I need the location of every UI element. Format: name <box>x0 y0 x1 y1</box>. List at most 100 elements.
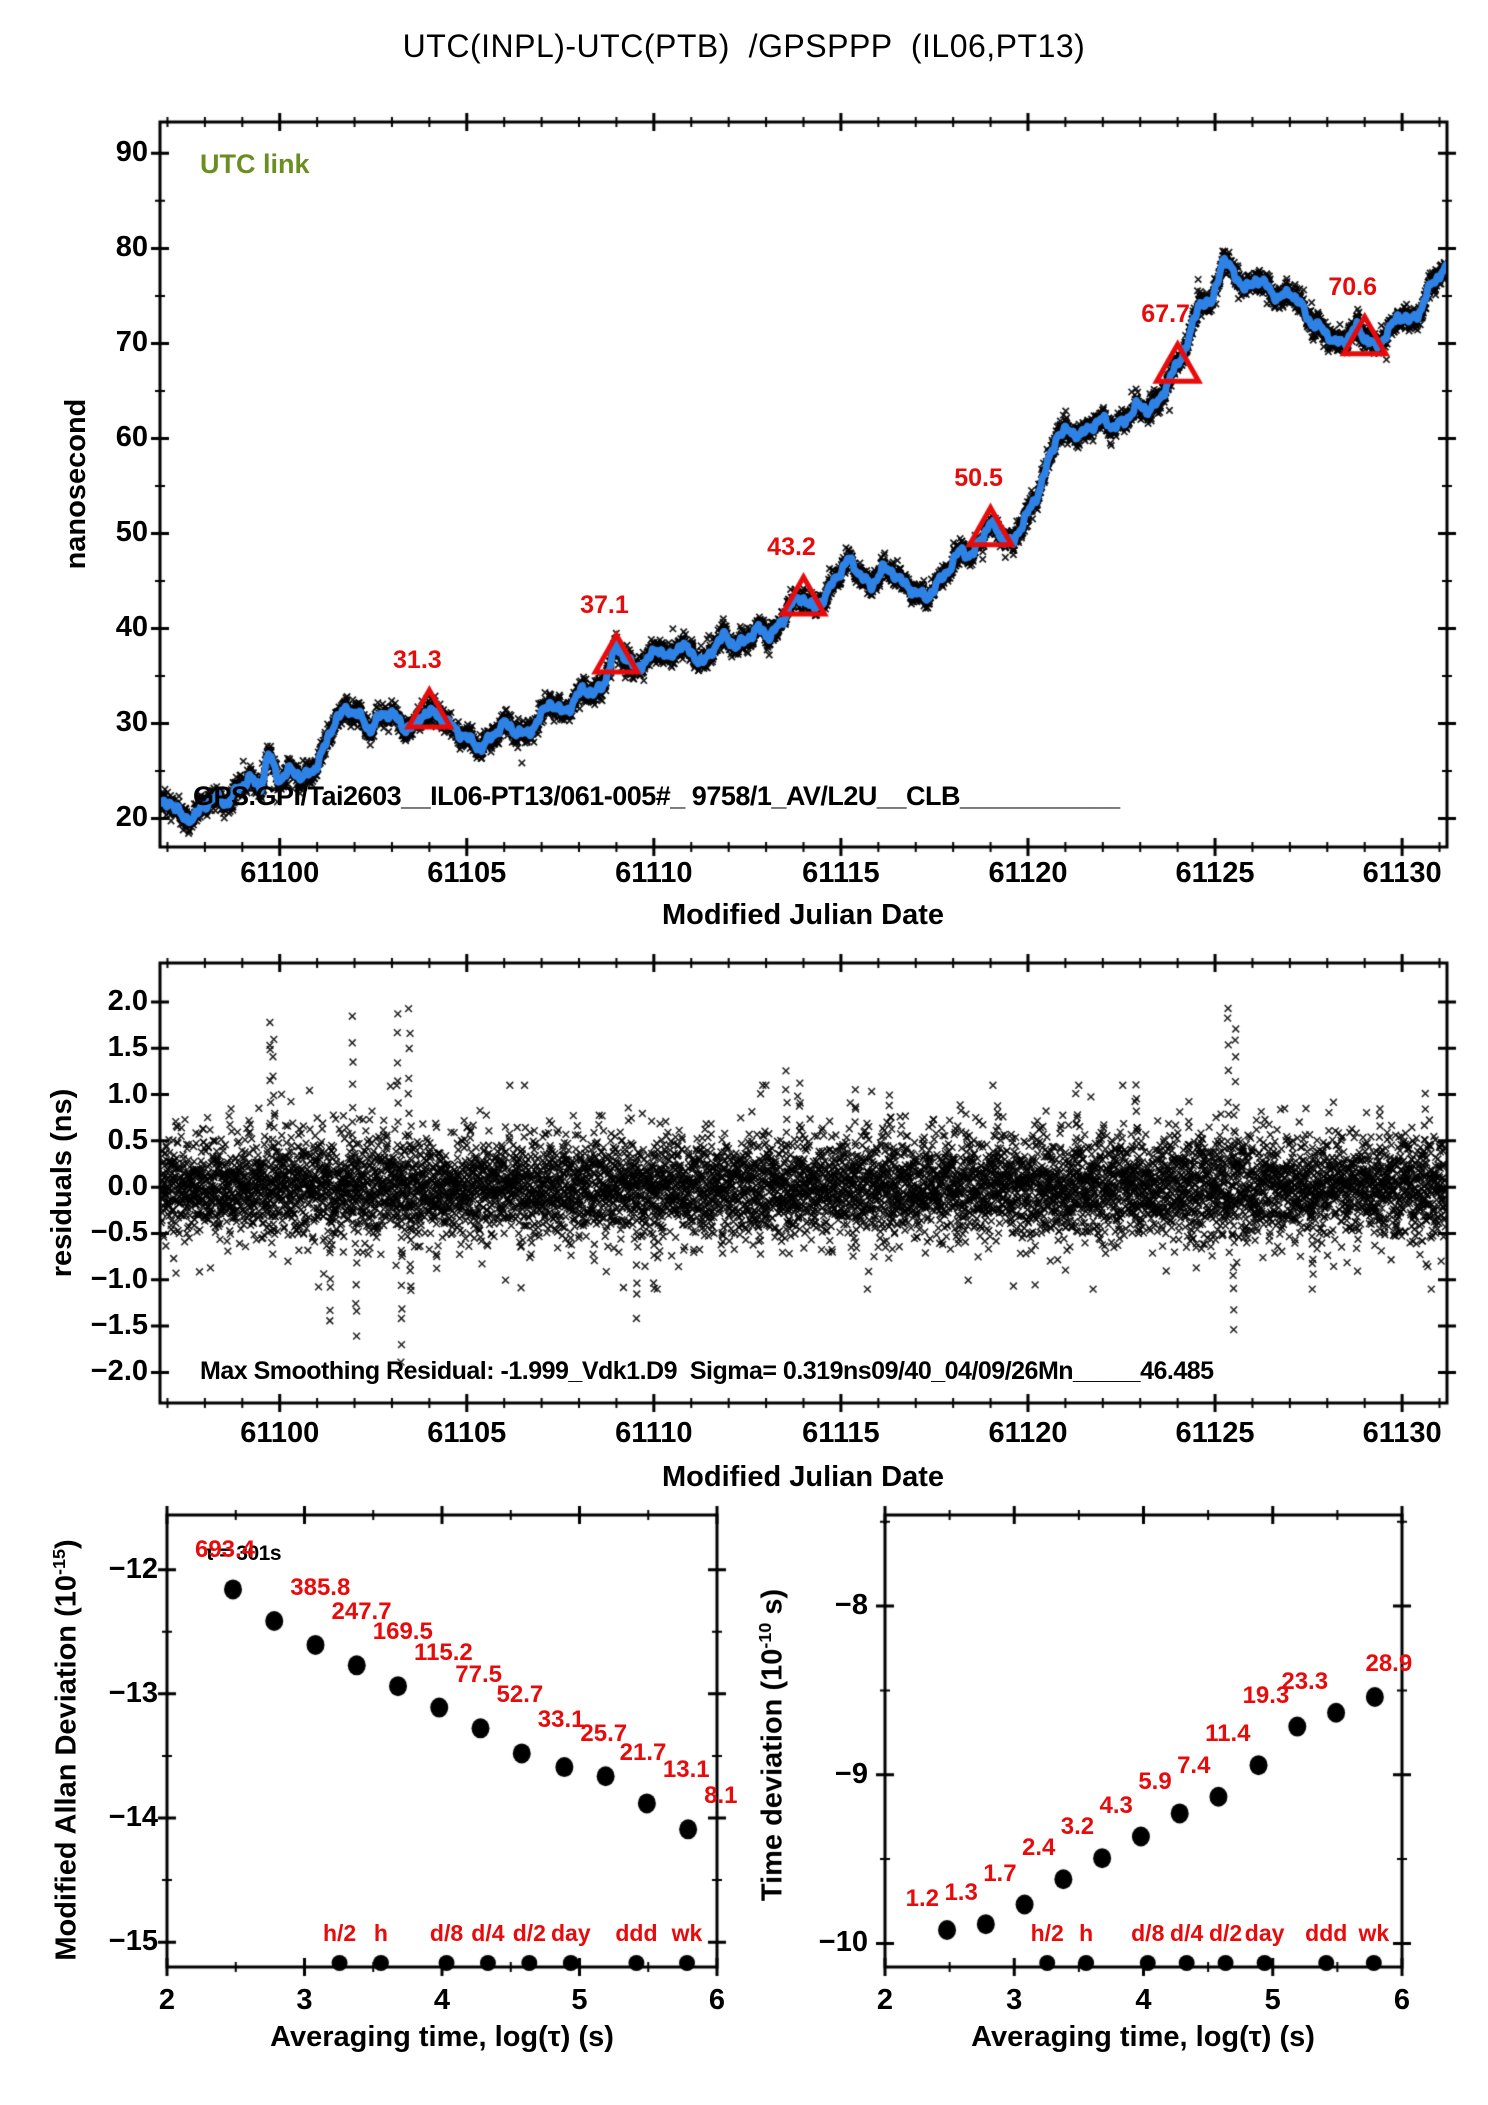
top-panel-y-tick-label: 40 <box>115 611 148 644</box>
calibration-value-label: 43.2 <box>767 532 816 561</box>
utc-link-label: UTC link <box>200 149 310 179</box>
residual-x-tick-label: 61130 <box>1362 1417 1442 1449</box>
dev-y-tick-label: −8 <box>834 1589 868 1622</box>
mdev-value-label: 13.1 <box>662 1756 710 1784</box>
dev-x-tick-label: 4 <box>433 1984 451 2016</box>
tdev-panel-ylabel: Time deviation (10-10 s) <box>754 1589 789 1901</box>
tdev-value-label: 1.2 <box>905 1885 940 1913</box>
mdev-panel-ylabel: Modified Allan Deviation (10-15) <box>48 1539 83 1961</box>
dev-y-tick-label: −9 <box>834 1757 868 1790</box>
residual-y-tick-label: 0.5 <box>107 1123 148 1156</box>
top-panel-y-tick-label: 70 <box>115 326 148 359</box>
time-marker-label: h/2 <box>1030 1920 1064 1946</box>
time-marker-label: wk <box>671 1920 703 1946</box>
top-panel-ylabel: nanosecond <box>59 398 92 570</box>
tdev-value-label: 11.4 <box>1205 1720 1251 1748</box>
mdev-value-label: 21.7 <box>619 1739 667 1767</box>
mdev-value-label: 33.1 <box>537 1706 585 1734</box>
residual-x-tick-label: 61125 <box>1175 1417 1255 1449</box>
tdev-value-label: 1.7 <box>983 1859 1017 1887</box>
top-panel-y-tick-label: 90 <box>115 136 148 169</box>
chart-title: UTC(INPL)-UTC(PTB) /GPSPPP (IL06,PT13) <box>402 28 1086 64</box>
top-panel-x-tick-label: 61105 <box>427 857 507 889</box>
time-marker-label: d/2 <box>512 1920 546 1946</box>
time-marker-label: d/2 <box>1208 1920 1243 1946</box>
calibration-value-label: 37.1 <box>580 590 629 619</box>
residual-panel-ylabel: residuals (ns) <box>45 1088 78 1278</box>
top-panel-annotation: GPS.GPI/Tai2603__IL06-PT13/061-005#_ 975… <box>193 781 1120 811</box>
ylabel-segment: -10 <box>754 1622 775 1649</box>
residual-x-tick-label: 61110 <box>615 1417 693 1449</box>
time-marker-label: d/4 <box>471 1920 505 1946</box>
time-marker-label: day <box>551 1920 591 1946</box>
tdev-value-label: 19.3 <box>1242 1681 1290 1709</box>
calibration-value-label: 67.7 <box>1141 300 1190 328</box>
tdev-value-label: 5.9 <box>1138 1768 1172 1796</box>
top-panel-x-tick-label: 61130 <box>1362 857 1442 889</box>
top-panel-x-tick-label: 61110 <box>615 857 693 889</box>
mdev-value-label: 77.5 <box>455 1660 502 1688</box>
dev-y-tick-label: −13 <box>108 1676 158 1709</box>
dev-x-tick-label: 5 <box>1264 1984 1281 2016</box>
residual-x-tick-label: 61120 <box>988 1417 1068 1449</box>
residual-y-tick-label: −2.0 <box>90 1355 148 1388</box>
residual-y-tick-label: −1.0 <box>90 1262 148 1295</box>
dev-x-tick-label: 6 <box>1393 1984 1411 2016</box>
tdev-value-label: 4.3 <box>1099 1791 1133 1819</box>
ylabel-segment: -15 <box>48 1549 69 1576</box>
tdev-value-label: 2.4 <box>1021 1834 1056 1862</box>
top-panel-x-tick-label: 61125 <box>1175 857 1255 889</box>
dev-y-tick-label: −15 <box>108 1925 158 1958</box>
top-panel-x-tick-label: 61100 <box>240 857 320 889</box>
residual-y-tick-label: 2.0 <box>107 984 148 1017</box>
mdev-value-label: 25.7 <box>580 1720 628 1748</box>
tdev-value-label: 28.9 <box>1365 1649 1413 1677</box>
dev-x-tick-label: 4 <box>1135 1984 1152 2016</box>
residual-panel-xlabel: Modified Julian Date <box>662 1461 944 1493</box>
dev-y-tick-label: −10 <box>818 1926 868 1959</box>
dev-x-tick-label: 2 <box>876 1984 894 2016</box>
calibration-value-label: 31.3 <box>393 645 442 674</box>
dev-x-tick-label: 3 <box>1006 1984 1023 2016</box>
top-panel-y-tick-label: 60 <box>115 421 148 454</box>
mdev-value-label: 115.2 <box>414 1639 473 1667</box>
mdev-value-label: 693.4 <box>194 1536 256 1564</box>
residual-y-tick-label: −1.5 <box>90 1309 148 1342</box>
mdev-value-label: 385.8 <box>290 1574 351 1601</box>
mdev-tau-annotation: τ = 301s <box>205 1542 282 1565</box>
time-marker-label: d/8 <box>429 1920 464 1946</box>
residual-y-tick-label: 0.0 <box>107 1170 148 1203</box>
tdev-value-label: 3.2 <box>1060 1813 1095 1841</box>
top-panel-y-tick-label: 80 <box>115 231 148 264</box>
residual-x-tick-label: 61105 <box>427 1417 507 1449</box>
residual-y-tick-label: 1.0 <box>107 1077 148 1110</box>
top-panel-y-tick-label: 20 <box>115 801 148 834</box>
mdev-value-label: 247.7 <box>331 1597 392 1625</box>
residual-x-tick-label: 61100 <box>240 1417 320 1449</box>
top-panel-x-tick-label: 61115 <box>802 857 880 889</box>
residual-y-tick-label: −0.5 <box>90 1216 148 1249</box>
time-marker-label: day <box>1244 1920 1285 1946</box>
top-panel-y-tick-label: 50 <box>115 516 148 549</box>
mdev-value-label: 8.1 <box>704 1782 738 1810</box>
time-marker-label: wk <box>1358 1920 1390 1946</box>
mdev-value-label: 52.7 <box>496 1681 544 1709</box>
top-panel-y-tick-label: 30 <box>115 706 148 739</box>
time-marker-label: ddd <box>615 1920 658 1946</box>
ylabel-segment: ) <box>50 1539 83 1550</box>
top-panel-x-tick-label: 61120 <box>988 857 1068 889</box>
time-marker-label: d/8 <box>1131 1920 1165 1946</box>
time-marker-label: h <box>373 1920 388 1946</box>
tdev-panel-xlabel: Averaging time, log(τ) (s) <box>971 2021 1315 2053</box>
residual-y-tick-label: 1.5 <box>107 1031 148 1064</box>
dev-x-tick-label: 2 <box>158 1984 176 2016</box>
ylabel-segment: Modified Allan Deviation (10 <box>50 1575 83 1961</box>
time-marker-label: h/2 <box>322 1920 357 1946</box>
time-marker-label: h <box>1079 1920 1094 1946</box>
tdev-value-label: 7.4 <box>1177 1751 1211 1779</box>
tdev-value-label: 1.3 <box>944 1879 978 1907</box>
calibration-value-label: 50.5 <box>954 463 1003 492</box>
calibration-value-label: 70.6 <box>1328 272 1378 301</box>
